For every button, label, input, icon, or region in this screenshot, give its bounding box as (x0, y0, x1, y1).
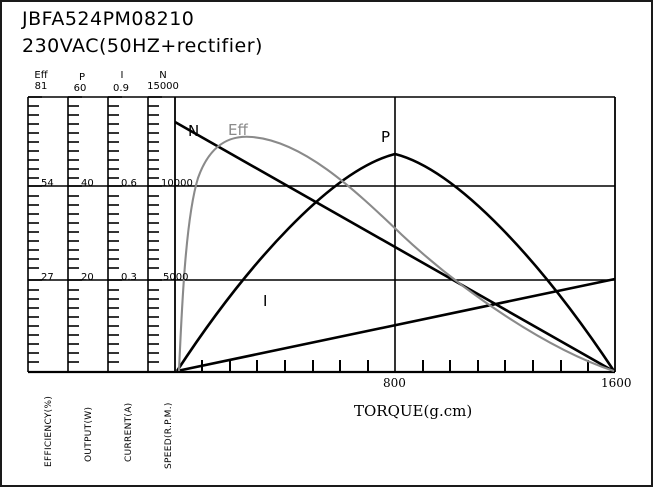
curve-label-I: I (263, 292, 268, 310)
page-title-supply: 230VAC(50HZ+rectifier) (22, 35, 263, 57)
scale-tick-eff-27: 27 (41, 272, 54, 283)
page-title-model: JBFA524PM08210 (22, 8, 195, 30)
scale-tick-i-03: 0.3 (121, 272, 137, 283)
plot-frame (28, 96, 616, 374)
scale-tick-eff-54: 54 (41, 178, 54, 189)
scale-tick-i-06: 0.6 (121, 178, 137, 189)
axis-title-output: OUTPUT(W) (84, 406, 94, 462)
x-axis-ticks (201, 360, 589, 372)
x-tick-800: 800 (383, 376, 406, 390)
curve-label-Eff: Eff (228, 121, 248, 139)
scale-max-eff: 81 (34, 81, 48, 92)
curve-output-P (175, 152, 616, 372)
curve-label-P: P (381, 128, 391, 146)
scale-max-p: 60 (73, 83, 87, 94)
axis-title-efficiency: EFFICIENCY(%) (44, 395, 54, 467)
axis-title-speed: SPEED(R.P.M.) (164, 402, 174, 469)
scale-tick-p-20: 20 (81, 272, 94, 283)
curve-current-I (176, 277, 616, 373)
curve-efficiency-Eff (177, 135, 615, 372)
scale-tick-n-5000: 5000 (163, 272, 189, 283)
scale-head-i: I (120, 70, 124, 81)
x-tick-1600: 1600 (601, 376, 632, 390)
scale-max-i: 0.9 (113, 83, 129, 94)
scale-tick-p-40: 40 (81, 178, 94, 189)
scale-head-p: P (78, 72, 86, 83)
curve-speed-N (174, 120, 616, 374)
scale-head-eff: Eff (34, 70, 48, 81)
scale-tick-n-10000: 10000 (161, 178, 193, 189)
axis-title-current: CURRENT(A) (124, 402, 134, 462)
curve-label-N: N (188, 122, 200, 140)
scale-head-n: N (159, 70, 167, 81)
axis-title-torque: TORQUE(g.cm) (354, 402, 473, 420)
scale-axes (27, 96, 162, 373)
scale-max-n: 15000 (147, 81, 179, 92)
